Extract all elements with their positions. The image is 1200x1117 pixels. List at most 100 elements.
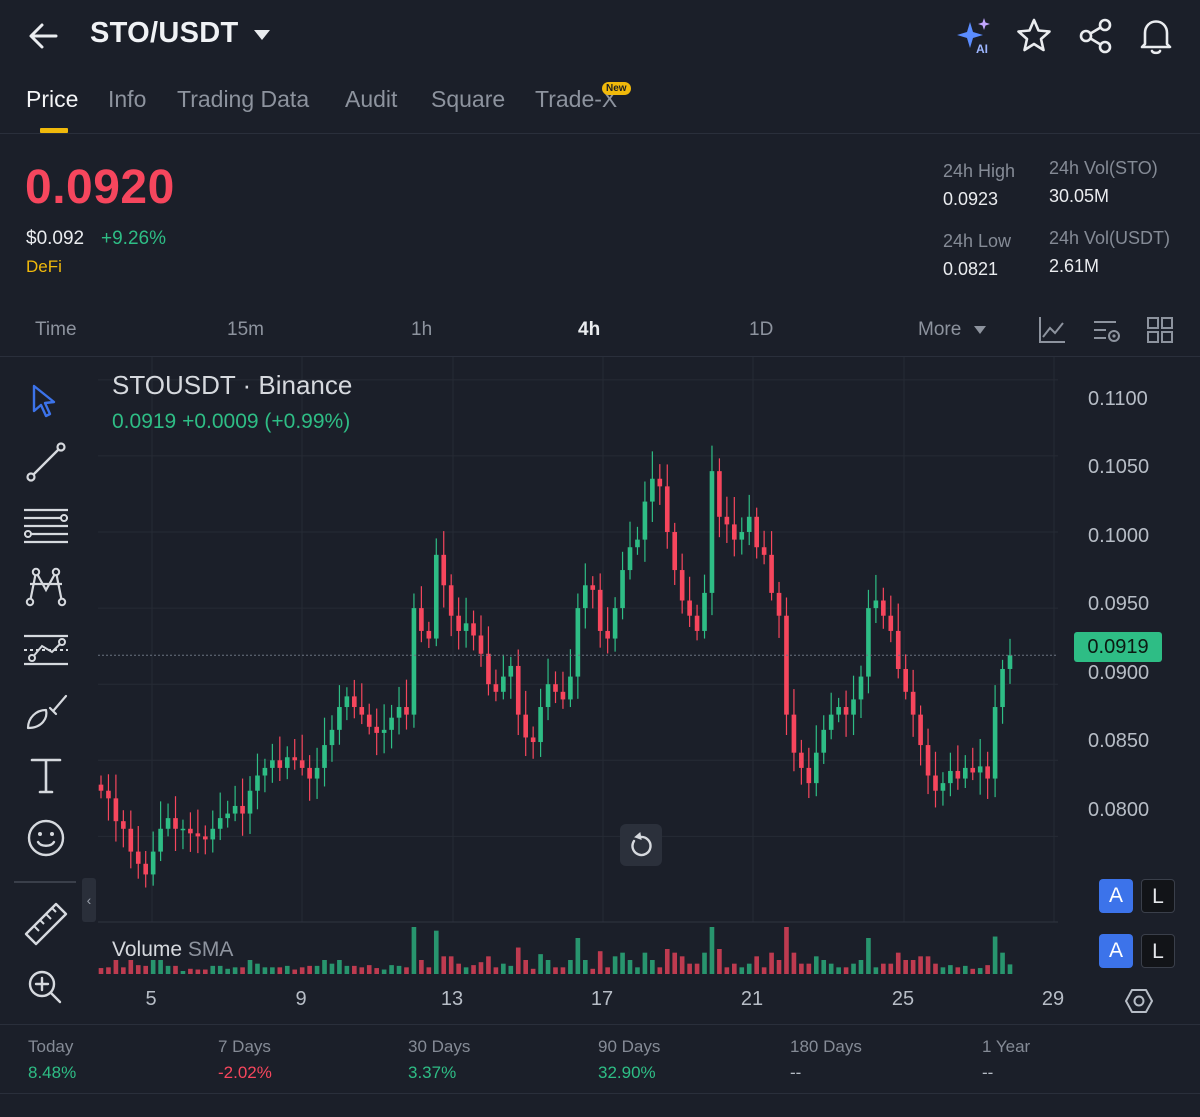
interval-more[interactable]: More: [918, 319, 962, 340]
candle-body: [478, 635, 484, 654]
auto-scale-button[interactable]: A: [1099, 879, 1133, 913]
layout-icon[interactable]: [1143, 313, 1177, 347]
chart-settings-icon[interactable]: [1090, 313, 1124, 347]
volume-bar: [515, 947, 521, 974]
volume-bar: [426, 967, 432, 974]
interval-time[interactable]: Time: [35, 319, 77, 340]
volume-bar: [143, 965, 149, 974]
perf-label: 7 Days: [218, 1037, 271, 1056]
volume-bar: [255, 963, 260, 974]
candle-body: [687, 600, 692, 616]
volume-bar: [523, 960, 529, 974]
more-caret-icon[interactable]: [973, 325, 987, 335]
active-tab-indicator: [40, 128, 68, 133]
fib-lines-icon[interactable]: [20, 498, 72, 550]
brush-icon[interactable]: [20, 688, 72, 740]
candle-body: [933, 775, 938, 791]
volume-bar: [776, 960, 782, 974]
bell-icon[interactable]: [1134, 14, 1178, 58]
category-tag[interactable]: DeFi: [26, 257, 62, 276]
vol-quote-label: 24h Vol(USDT): [1049, 228, 1171, 248]
interval-4h[interactable]: 4h: [578, 319, 601, 340]
text-icon[interactable]: [20, 750, 72, 802]
candle-body: [404, 707, 409, 715]
candle-body: [761, 547, 767, 555]
pattern-icon[interactable]: [20, 560, 72, 612]
candle-body: [605, 630, 610, 639]
candle-body: [150, 851, 156, 875]
candle-body: [217, 818, 223, 829]
candle-body: [620, 570, 625, 609]
interval-1h[interactable]: 1h: [411, 319, 433, 340]
settings-icon[interactable]: [1124, 986, 1154, 1016]
volume-bar: [411, 927, 417, 974]
ruler-icon[interactable]: [20, 898, 72, 950]
volume-log-scale-button[interactable]: L: [1141, 934, 1175, 968]
perf-label: 30 Days: [408, 1037, 471, 1056]
volume-bar: [448, 956, 454, 974]
perf-value: -2.02%: [218, 1063, 272, 1082]
indicator-icon[interactable]: [1035, 313, 1069, 347]
candlestick-chart[interactable]: [98, 357, 1058, 977]
chart-title: STOUSDT · Binance: [112, 370, 353, 400]
volume-bar: [910, 960, 916, 974]
candle-body: [888, 615, 894, 631]
volume-bar: [508, 965, 514, 974]
candle-body: [493, 684, 499, 692]
trendline-icon[interactable]: [20, 436, 72, 488]
volume-bar: [538, 954, 543, 974]
candle-body: [523, 714, 529, 738]
volume-bar: [627, 960, 633, 974]
caret-down-icon[interactable]: [252, 28, 272, 42]
interval-15m[interactable]: 15m: [227, 319, 264, 340]
zoom-in-icon[interactable]: [20, 960, 72, 1012]
candle-body: [389, 717, 394, 730]
interval-1d[interactable]: 1D: [749, 319, 774, 340]
volume-bar: [121, 967, 126, 974]
candle-body: [582, 585, 588, 609]
tab-trading-data[interactable]: Trading Data: [177, 86, 310, 112]
candle-body: [732, 524, 737, 540]
volume-bar: [530, 968, 536, 974]
prediction-icon[interactable]: [20, 624, 72, 676]
reset-icon[interactable]: [620, 824, 662, 866]
vol-quote-value: 2.61M: [1049, 256, 1100, 276]
emoji-icon[interactable]: [20, 812, 72, 864]
volume-bar: [866, 938, 871, 974]
candle-body: [717, 471, 722, 517]
candle-body: [262, 767, 268, 776]
candle-body: [754, 516, 759, 548]
star-icon[interactable]: [1012, 14, 1056, 58]
volume-bar: [419, 960, 424, 974]
candle-body: [962, 767, 968, 779]
volume-bar: [962, 965, 968, 974]
price-change-percent: +9.26%: [101, 228, 166, 249]
candle-body: [836, 707, 841, 715]
volume-bar: [903, 960, 908, 974]
tab-info[interactable]: Info: [108, 86, 147, 112]
volume-auto-scale-button[interactable]: A: [1099, 934, 1133, 968]
tab-square[interactable]: Square: [431, 86, 506, 112]
candle-body: [948, 770, 953, 784]
cursor-icon[interactable]: [20, 374, 72, 426]
volume-bar: [702, 952, 707, 974]
volume-bar: [724, 967, 730, 974]
last-price: 0.0920: [25, 161, 175, 214]
log-scale-button[interactable]: L: [1141, 879, 1175, 913]
share-icon[interactable]: [1074, 14, 1118, 58]
tab-audit[interactable]: Audit: [345, 86, 398, 112]
pair-title[interactable]: STO/USDT: [90, 17, 239, 49]
back-arrow-icon[interactable]: [24, 18, 64, 54]
volume-bar: [150, 960, 156, 974]
volume-bar: [98, 968, 104, 974]
candle-body: [940, 783, 946, 791]
ai-label: AI: [976, 42, 988, 56]
volume-bar: [389, 965, 394, 974]
volume-bar: [650, 960, 655, 974]
tab-price[interactable]: Price: [26, 86, 79, 112]
candle-body: [203, 836, 208, 840]
toolbar-collapse-handle[interactable]: ‹: [82, 878, 96, 922]
candle-body: [270, 760, 275, 768]
candle-body: [635, 539, 640, 548]
ai-sparkle-icon[interactable]: AI: [952, 14, 996, 58]
